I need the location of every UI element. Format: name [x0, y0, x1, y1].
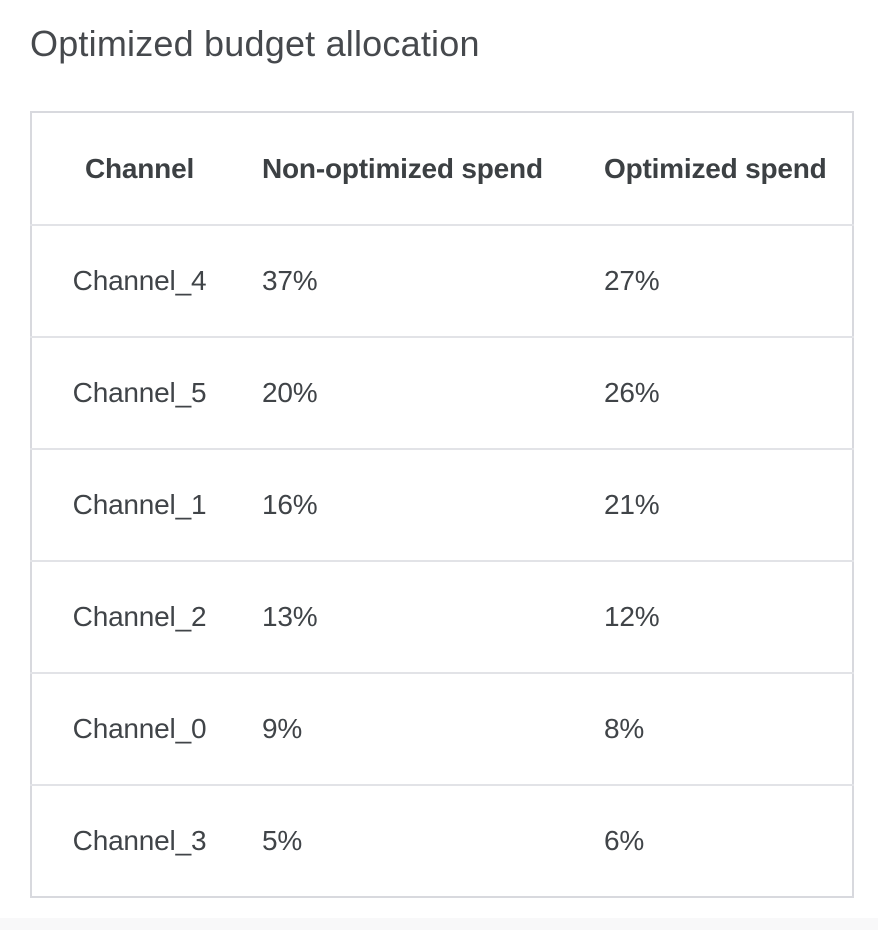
table-row: Channel_0 9% 8% — [31, 673, 853, 785]
cell-optimized: 8% — [604, 713, 645, 744]
cell-non-optimized: 9% — [262, 713, 303, 744]
header-row: Channel Non-optimized spend Optimized sp… — [31, 112, 853, 225]
cell-channel: Channel_1 — [72, 489, 207, 520]
column-header-channel: Channel — [84, 152, 195, 184]
table-row: Channel_1 16% 21% — [31, 449, 853, 561]
cell-optimized: 27% — [604, 265, 660, 296]
table-row: Channel_4 37% 27% — [31, 225, 853, 337]
cell-optimized: 21% — [604, 489, 660, 520]
cell-optimized: 26% — [604, 377, 660, 408]
cell-non-optimized: 16% — [262, 489, 318, 520]
table-row: Channel_3 5% 6% — [31, 785, 853, 897]
cell-non-optimized: 20% — [262, 377, 318, 408]
output-cell-bottom-strip — [0, 918, 878, 930]
table-body: Channel_4 37% 27% Channel_5 20% 26% Chan… — [31, 225, 853, 897]
cell-non-optimized: 37% — [262, 265, 318, 296]
cell-non-optimized: 5% — [262, 825, 303, 856]
table-row: Channel_5 20% 26% — [31, 337, 853, 449]
cell-optimized: 6% — [604, 825, 645, 856]
cell-channel: Channel_3 — [72, 825, 207, 856]
cell-channel: Channel_0 — [72, 713, 207, 744]
table-header: Channel Non-optimized spend Optimized sp… — [31, 112, 853, 225]
table-row: Channel_2 13% 12% — [31, 561, 853, 673]
cell-channel: Channel_5 — [72, 377, 207, 408]
column-header-optimized-spend: Optimized spend — [604, 152, 827, 184]
cell-non-optimized: 13% — [262, 601, 318, 632]
page-title: Optimized budget allocation — [30, 23, 480, 64]
budget-allocation-table: Channel Non-optimized spend Optimized sp… — [30, 111, 854, 898]
column-header-non-optimized-spend: Non-optimized spend — [262, 152, 543, 184]
cell-optimized: 12% — [604, 601, 660, 632]
cell-channel: Channel_2 — [72, 601, 207, 632]
cell-channel: Channel_4 — [72, 265, 207, 296]
